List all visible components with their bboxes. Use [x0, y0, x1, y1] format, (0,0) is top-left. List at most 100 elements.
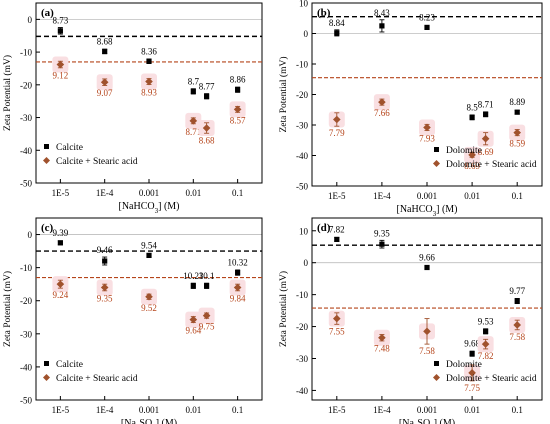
y-tick-label: -40 — [20, 362, 32, 372]
data-point — [483, 111, 489, 117]
data-point — [334, 236, 340, 242]
legend-marker — [43, 374, 50, 381]
data-point — [145, 77, 153, 86]
data-label: 9.35 — [97, 293, 113, 303]
data-point — [56, 60, 65, 69]
y-axis-label: Zeta Potential (mV) — [2, 55, 13, 131]
data-point — [233, 105, 242, 114]
data-point — [57, 240, 63, 246]
data-label: 8.71 — [478, 99, 494, 109]
x-tick-label: 0.01 — [185, 405, 201, 415]
data-label: 9.46 — [97, 245, 113, 255]
x-tick-label: 1E-4 — [373, 405, 391, 415]
legend-marker — [434, 361, 439, 366]
x-tick-label: 1E-4 — [96, 188, 114, 198]
data-label: 7.55 — [329, 326, 345, 336]
data-label: 8.23 — [419, 12, 435, 22]
data-point — [102, 48, 108, 55]
x-tick-label: 1E-4 — [373, 191, 391, 201]
y-axis-label: Zeta Potential (mV) — [2, 271, 13, 347]
legend-entry: Dolomite + Stearic acid — [446, 160, 537, 170]
data-point — [146, 252, 152, 258]
data-label: 7.93 — [419, 133, 435, 143]
data-label: 8.68 — [97, 36, 113, 46]
data-point — [423, 123, 431, 132]
x-axis-label: [NaHCO3] (M) — [397, 204, 458, 218]
x-tick-label: 0.001 — [139, 188, 159, 198]
data-point — [424, 264, 430, 271]
data-label: 8.71 — [185, 127, 201, 137]
chart-panel-4: 10 0 -10 -20 -30 -40 1E-5 1E-4 0.001 0.01 0.1 [Na2S… — [278, 217, 543, 424]
data-point — [513, 128, 521, 137]
y-tick-label: -10 — [296, 60, 308, 70]
data-point — [204, 283, 210, 289]
legend-entry: Calcite — [56, 143, 83, 153]
data-point — [204, 93, 210, 99]
x-tick-label: 1E-5 — [52, 188, 70, 198]
data-point — [190, 88, 196, 94]
y-tick-label: 0 — [28, 230, 33, 240]
data-label: 7.48 — [374, 344, 390, 354]
data-point — [483, 328, 489, 334]
legend-marker — [44, 361, 49, 366]
data-point — [189, 117, 198, 125]
data-point — [481, 134, 490, 143]
data-label: 8.43 — [374, 8, 390, 18]
data-label: 9.52 — [141, 303, 157, 313]
data-label: 8.68 — [199, 135, 215, 145]
data-point — [513, 321, 521, 329]
y-tick-label: 0 — [304, 29, 309, 39]
y-tick-label: 0 — [304, 258, 309, 268]
data-point — [378, 333, 386, 342]
data-point — [424, 24, 430, 30]
y-axis-label: Zeta Potential (mV) — [278, 271, 289, 347]
x-tick-label: 0.001 — [417, 191, 437, 201]
data-label: 7.82 — [478, 351, 494, 361]
data-point — [468, 369, 476, 377]
data-label: 9.24 — [52, 290, 68, 300]
legend-entry: Dolomite + Stearic acid — [446, 374, 537, 384]
x-tick-label: 1E-5 — [52, 405, 70, 415]
panel-label: (c) — [41, 222, 54, 234]
data-label: 8.69 — [478, 147, 494, 157]
x-axis-label: [NaHCO3] (M) — [119, 201, 180, 215]
x-tick-label: 0.001 — [417, 405, 437, 415]
data-label: 10.23 — [183, 271, 204, 281]
data-label: 9.07 — [97, 88, 113, 98]
data-point — [100, 283, 109, 292]
data-point — [57, 28, 63, 34]
y-tick-label: -10 — [20, 263, 32, 273]
panel-label: (a) — [41, 7, 54, 19]
data-label: 8.7 — [188, 76, 200, 86]
data-label: 8.84 — [329, 18, 345, 28]
y-tick-label: 10 — [299, 226, 309, 236]
data-point — [146, 58, 152, 64]
data-point — [514, 109, 520, 115]
y-tick-label: 0 — [28, 15, 33, 25]
data-label: 9.54 — [141, 240, 157, 250]
y-tick-label: -10 — [20, 48, 32, 58]
data-label: 8.89 — [509, 97, 525, 107]
data-point — [481, 340, 490, 348]
data-label: 8.73 — [52, 16, 68, 26]
data-label: 7.66 — [374, 108, 390, 118]
x-tick-label: 1E-5 — [328, 191, 346, 201]
y-tick-label: -50 — [296, 182, 308, 192]
legend-entry: Calcite + Stearic acid — [56, 374, 138, 384]
data-point — [202, 311, 211, 320]
data-point — [202, 124, 211, 132]
legend-marker — [433, 160, 440, 167]
data-label: 8.57 — [230, 115, 246, 125]
data-point — [333, 314, 341, 323]
data-label: 9.68 — [464, 339, 480, 349]
legend-marker — [433, 374, 440, 381]
data-point — [190, 283, 196, 289]
data-point — [379, 241, 385, 247]
chart-panel-2: 10 0 -10 -20 -30 -40 -50 1E-5 1E-4 0.001 0.01 0.1 [N… — [278, 0, 543, 218]
x-axis-label: [Na2SO4] (M) — [399, 418, 455, 424]
data-label: 8.93 — [141, 88, 157, 98]
data-label: 9.77 — [509, 286, 525, 296]
data-point — [56, 280, 65, 288]
x-tick-label: 0.01 — [464, 191, 480, 201]
